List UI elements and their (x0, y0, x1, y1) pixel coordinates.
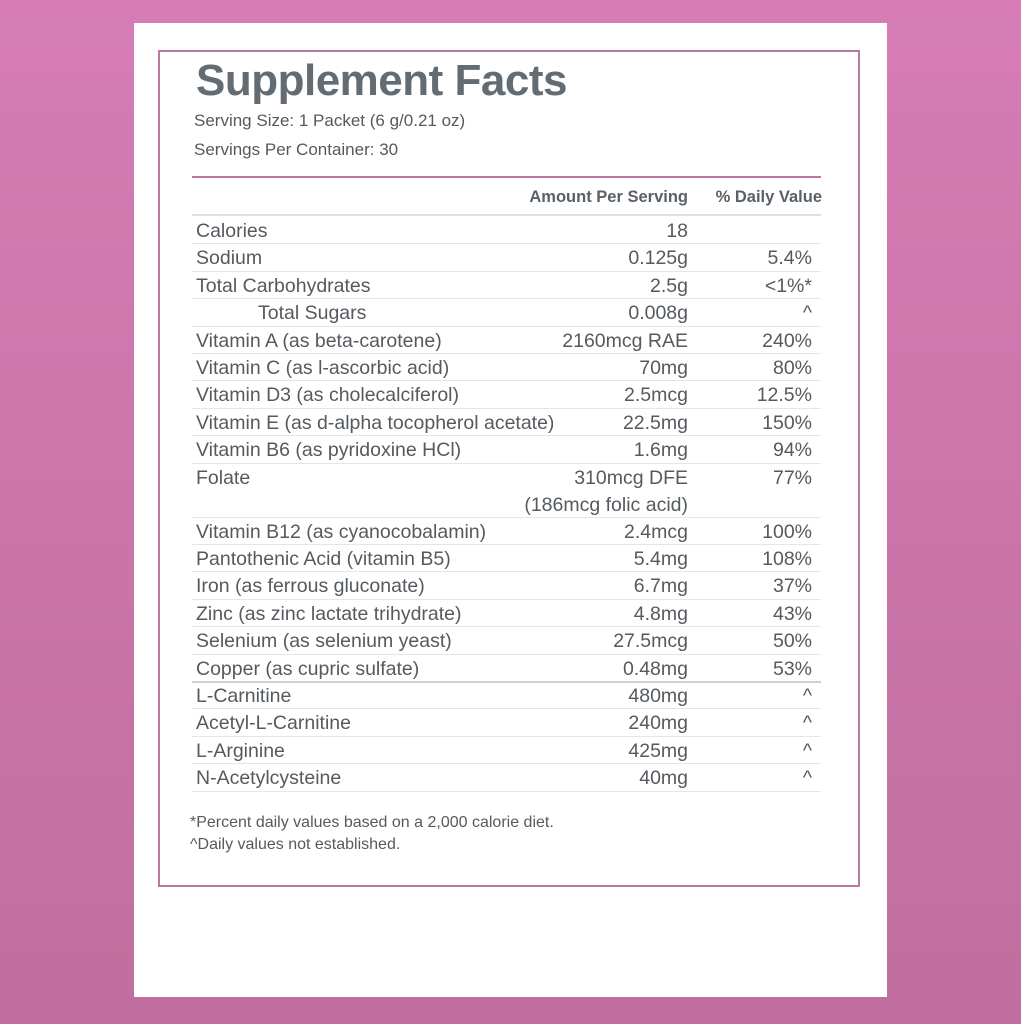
nutrient-name: Vitamin D3 (as cholecalciferol) (196, 384, 459, 407)
table-row: L-Arginine 425mg ^ (192, 737, 821, 765)
nutrient-name: Vitamin A (as beta-carotene) (196, 329, 442, 352)
table-row: Pantothenic Acid (vitamin B5) 5.4mg 108% (192, 545, 821, 573)
daily-value: 53% (772, 657, 812, 680)
daily-value: 43% (772, 602, 812, 625)
nutrient-name: Vitamin E (as d-alpha tocopherol acetate… (196, 411, 555, 434)
amount-per-serving: 425mg (628, 739, 688, 762)
table-row: N-Acetylcysteine 40mg ^ (192, 764, 821, 792)
footnote-percent: *Percent daily values based on a 2,000 c… (190, 814, 554, 831)
daily-value: 240% (762, 329, 812, 352)
amount-per-serving: 40mg (639, 767, 688, 790)
table-row: Acetyl-L-Carnitine 240mg ^ (192, 709, 821, 737)
table-row: Selenium (as selenium yeast) 27.5mcg 50% (192, 627, 821, 655)
table-row: Total Carbohydrates 2.5g <1%* (192, 272, 821, 300)
table-row: Vitamin C (as l-ascorbic acid) 70mg 80% (192, 354, 821, 382)
daily-value: 80% (772, 357, 812, 379)
daily-value: ^ (802, 767, 812, 790)
nutrient-name: Total Carbohydrates (196, 274, 371, 297)
amount-per-serving: 6.7mg (633, 575, 688, 598)
nutrient-name: Pantothenic Acid (vitamin B5) (196, 548, 451, 570)
daily-value: 50% (772, 630, 812, 653)
amount-per-serving: 310mcg DFE (574, 466, 688, 489)
daily-value: 77% (772, 466, 812, 489)
header-divider (192, 176, 821, 178)
amount-per-serving: 2.4mcg (624, 520, 688, 543)
amount-per-serving: 480mg (628, 685, 688, 707)
amount-column-header: Amount Per Serving (529, 188, 688, 206)
table-row: Total Sugars 0.008g ^ (192, 299, 821, 327)
nutrient-name: L-Carnitine (196, 685, 292, 707)
table-row: Folate 310mcg DFE (186mcg folic acid) 77% (192, 464, 821, 518)
nutrient-name: N-Acetylcysteine (196, 767, 342, 790)
table-row: Zinc (as zinc lactate trihydrate) 4.8mg 43… (192, 600, 821, 628)
nutrient-name: Copper (as cupric sulfate) (196, 657, 420, 680)
amount-per-serving: 240mg (628, 712, 688, 735)
amount-per-serving: 0.48mg (622, 657, 688, 680)
nutrient-name: Total Sugars (258, 302, 367, 325)
amount-per-serving: 18 (666, 220, 688, 242)
daily-value: 100% (762, 520, 812, 543)
supplement-facts-box (158, 50, 860, 887)
nutrient-name: Selenium (as selenium yeast) (196, 630, 452, 653)
daily-value: 150% (762, 411, 812, 434)
table-row: Sodium 0.125g 5.4% (192, 244, 821, 272)
amount-per-serving: 4.8mg (633, 602, 688, 625)
column-header-divider (192, 214, 821, 216)
nutrient-name: Zinc (as zinc lactate trihydrate) (196, 602, 462, 625)
amount-note: (186mcg folic acid) (524, 493, 688, 516)
daily-value: 37% (772, 575, 812, 598)
amount-per-serving: 27.5mcg (613, 630, 688, 653)
nutrient-name: Vitamin C (as l-ascorbic acid) (196, 357, 450, 379)
nutrient-name: Iron (as ferrous gluconate) (196, 575, 425, 598)
daily-value: ^ (802, 685, 812, 707)
serving-size: Serving Size: 1 Packet (6 g/0.21 oz) (194, 111, 466, 130)
footnote-not-established: ^Daily values not established. (190, 836, 401, 853)
daily-value: ^ (802, 712, 812, 735)
daily-value: 94% (772, 439, 812, 462)
table-row: Vitamin B6 (as pyridoxine HCl) 1.6mg 94% (192, 436, 821, 464)
table-row: Vitamin A (as beta-carotene) 2160mcg RAE 2… (192, 327, 821, 354)
amount-per-serving: 5.4mg (633, 548, 688, 570)
table-row: Vitamin E (as d-alpha tocopherol acetate… (192, 409, 821, 437)
amount-per-serving: 70mg (639, 357, 688, 379)
amount-per-serving: 2160mcg RAE (562, 329, 688, 352)
servings-per-container: Servings Per Container: 30 (194, 140, 399, 159)
nutrient-name: Calories (196, 220, 268, 242)
daily-value: ^ (802, 739, 812, 762)
table-row: Copper (as cupric sulfate) 0.48mg 53% (192, 655, 821, 683)
amount-per-serving: 0.008g (628, 302, 688, 325)
daily-value: 5.4% (767, 247, 812, 270)
amount-per-serving: 1.6mg (633, 439, 688, 462)
label-card (134, 23, 887, 997)
nutrient-name: Sodium (196, 247, 263, 270)
amount-per-serving: 2.5mcg (624, 384, 688, 407)
nutrient-name: Vitamin B6 (as pyridoxine HCl) (196, 439, 462, 462)
daily-value: 108% (762, 548, 812, 570)
nutrient-name: Folate (196, 466, 251, 489)
nutrient-name: L-Arginine (196, 739, 285, 762)
daily-value-column-header: % Daily Value (715, 188, 822, 206)
table-row: L-Carnitine 480mg ^ (192, 682, 821, 710)
table-row: Vitamin D3 (as cholecalciferol) 2.5mcg 12.… (192, 381, 821, 409)
amount-per-serving: 2.5g (650, 274, 688, 297)
daily-value: 12.5% (756, 384, 812, 407)
table-row: Vitamin B12 (as cyanocobalamin) 2.4mcg 100… (192, 518, 821, 545)
amount-per-serving: 22.5mg (622, 411, 688, 434)
table-row: Calories 18 (192, 217, 821, 245)
nutrient-name: Vitamin B12 (as cyanocobalamin) (196, 520, 487, 543)
daily-value: ^ (802, 302, 812, 325)
page-title: Supplement Facts (196, 56, 567, 105)
nutrient-name: Acetyl-L-Carnitine (196, 712, 351, 735)
table-row: Iron (as ferrous gluconate) 6.7mg 37% (192, 572, 821, 600)
amount-per-serving: 0.125g (628, 247, 688, 270)
daily-value: <1%* (764, 274, 812, 297)
